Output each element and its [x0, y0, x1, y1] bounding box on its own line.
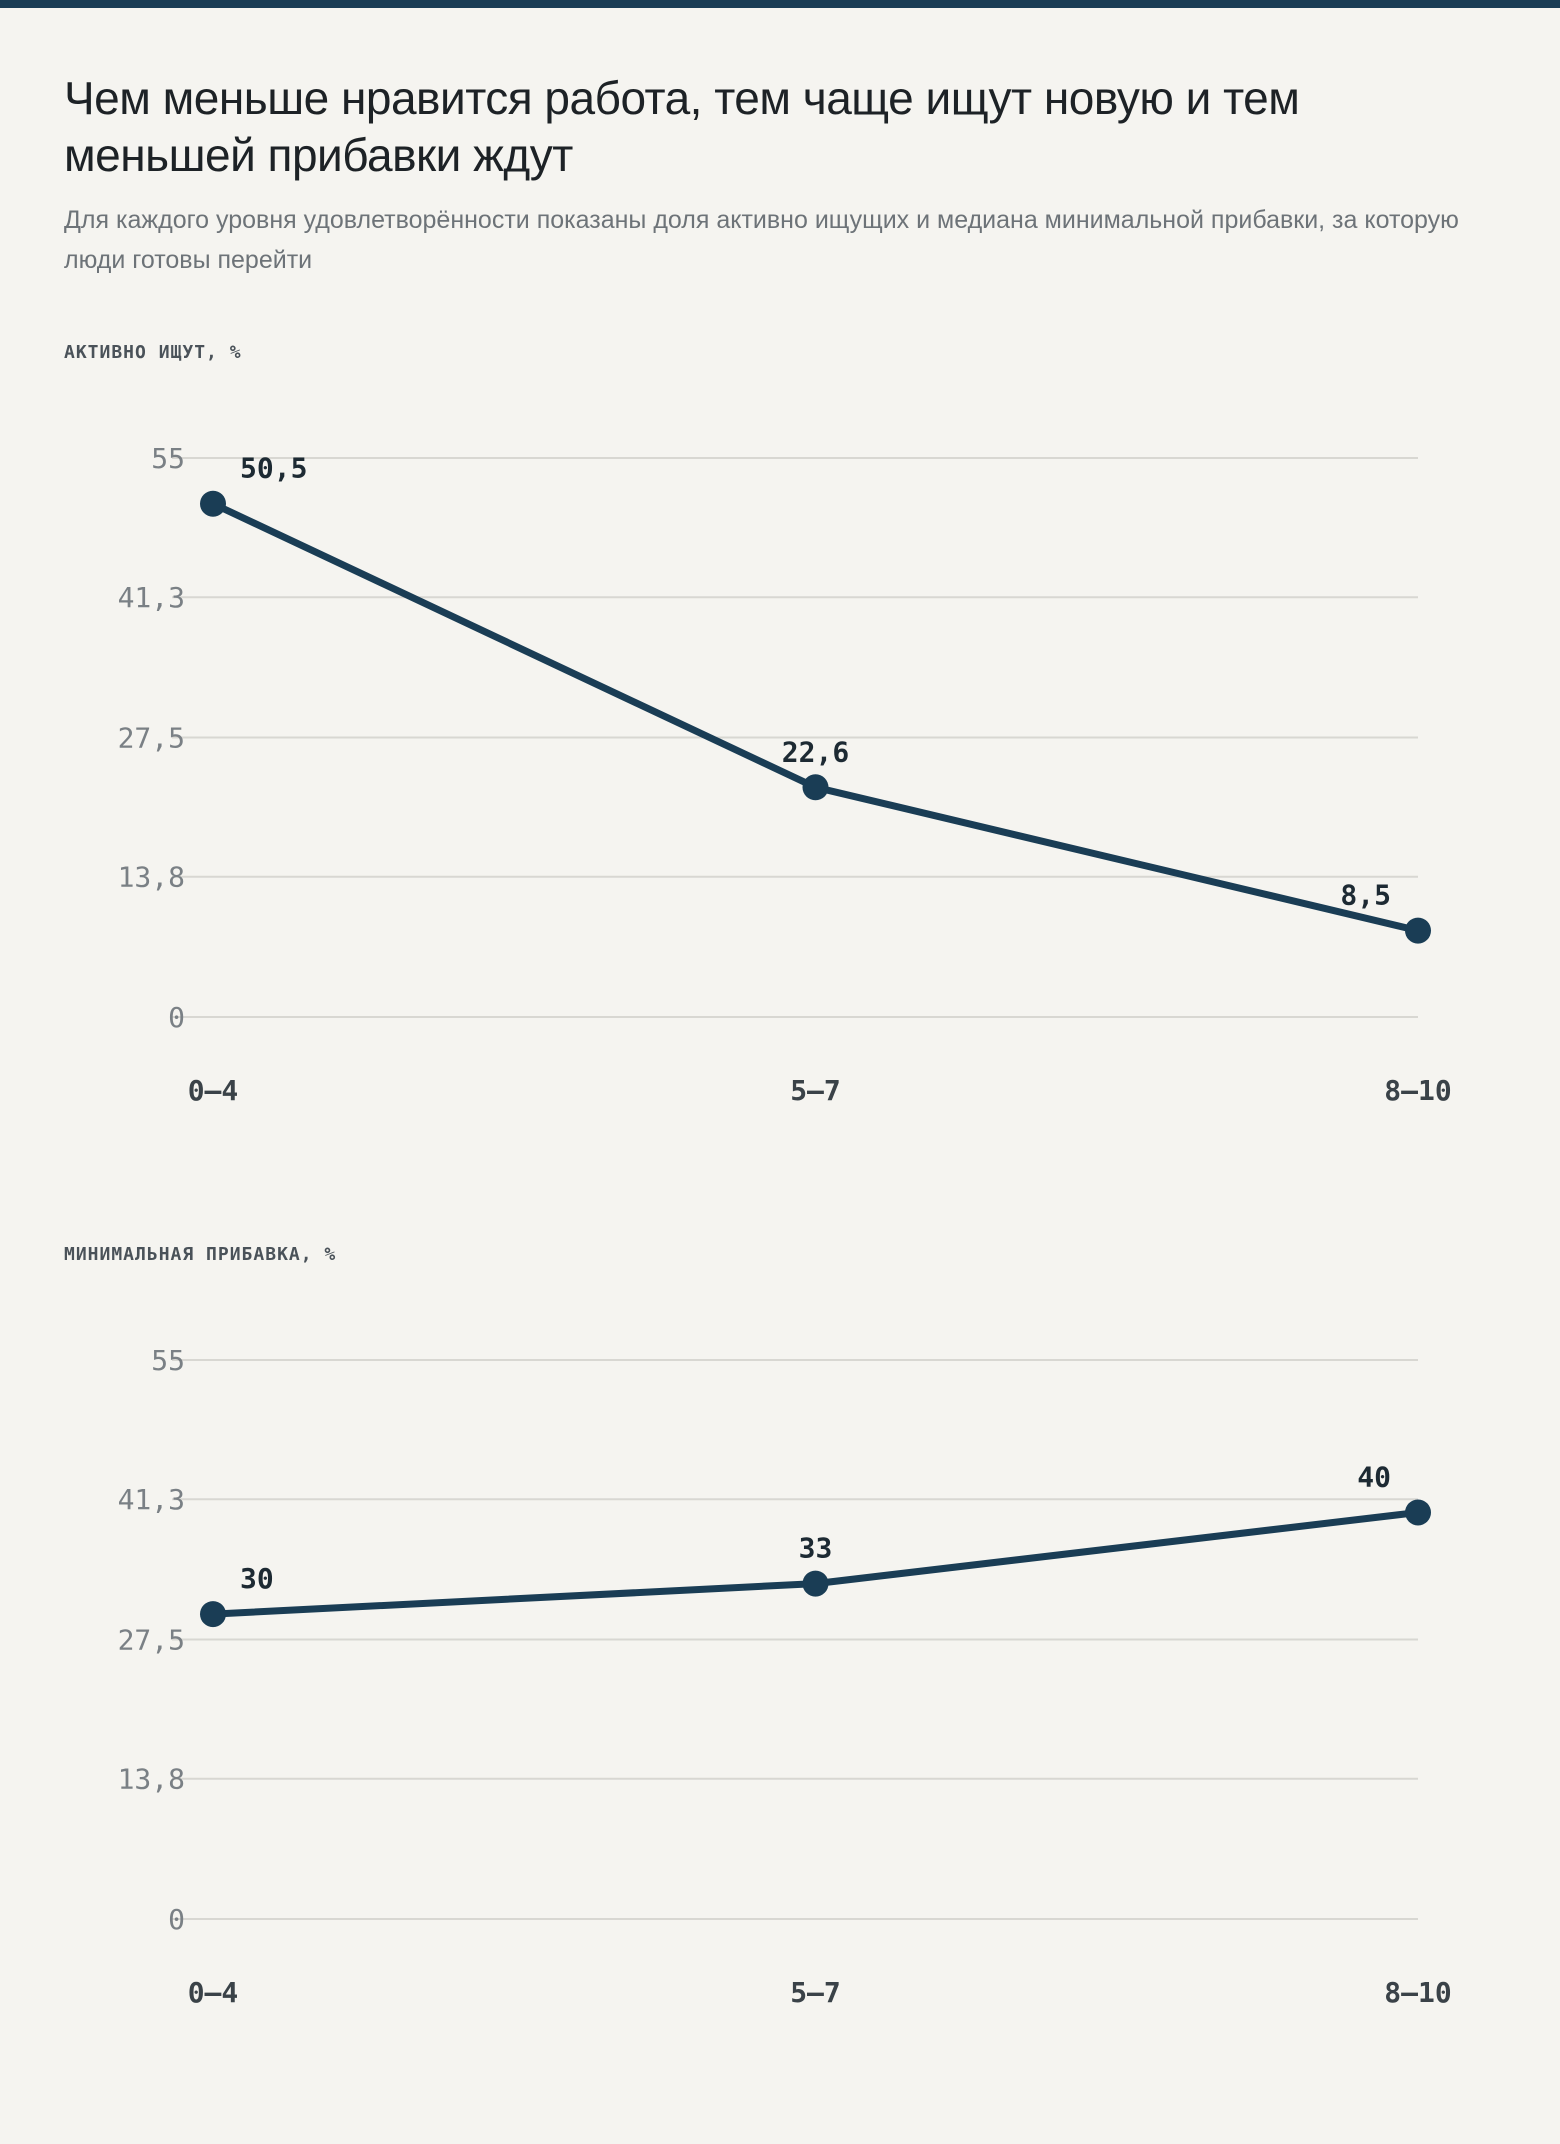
y-tick-label: 55 — [151, 1344, 185, 1377]
data-label: 30 — [240, 1562, 274, 1595]
panel-label-min-raise: МИНИМАЛЬНАЯ ПРИБАВКА, % — [64, 1244, 337, 1265]
top-accent-bar — [0, 0, 1560, 8]
min-raise-line-chart: 0 13,8 27,5 41,3 55 0–4 5–7 8–10 30 33 40 — [118, 1344, 1452, 2009]
data-label: 8,5 — [1340, 879, 1391, 912]
chart-title: Чем меньше нравится работа, тем чаще ищу… — [64, 72, 1300, 181]
panel-label-active-search: АКТИВНО ИЩУТ, % — [64, 342, 242, 363]
x-tick-label: 5–7 — [790, 1976, 841, 2009]
y-tick-label: 0 — [168, 1001, 185, 1034]
data-label: 22,6 — [782, 735, 849, 768]
y-tick-label: 0 — [168, 1903, 185, 1936]
data-label: 40 — [1357, 1460, 1391, 1493]
data-point — [802, 774, 829, 801]
y-tick-label: 13,8 — [118, 861, 185, 894]
x-tick-label: 5–7 — [790, 1074, 841, 1107]
x-tick-label: 0–4 — [188, 1074, 239, 1107]
data-label: 33 — [799, 1532, 833, 1565]
data-point — [802, 1570, 829, 1597]
series-line — [209, 500, 1422, 935]
data-point — [200, 490, 226, 517]
data-point — [1405, 1499, 1431, 1526]
active-search-line-chart: 0 13,8 27,5 41,3 55 0–4 5–7 8–10 50,5 22,6 8,5 — [118, 442, 1452, 1107]
y-tick-label: 41,3 — [118, 581, 185, 614]
data-point — [200, 1601, 226, 1628]
x-tick-label: 0–4 — [188, 1976, 239, 2009]
y-tick-label: 27,5 — [118, 1624, 185, 1657]
y-tick-label: 27,5 — [118, 722, 185, 755]
y-tick-label: 13,8 — [118, 1763, 185, 1796]
data-point — [1405, 917, 1431, 944]
chart-subtitle: Для каждого уровня удовлетворённости пок… — [64, 206, 1459, 274]
x-tick-label: 8–10 — [1384, 1976, 1451, 2009]
x-tick-label: 8–10 — [1384, 1074, 1451, 1107]
y-tick-label: 55 — [151, 442, 185, 475]
data-label: 50,5 — [240, 452, 307, 485]
y-tick-label: 41,3 — [118, 1483, 185, 1516]
